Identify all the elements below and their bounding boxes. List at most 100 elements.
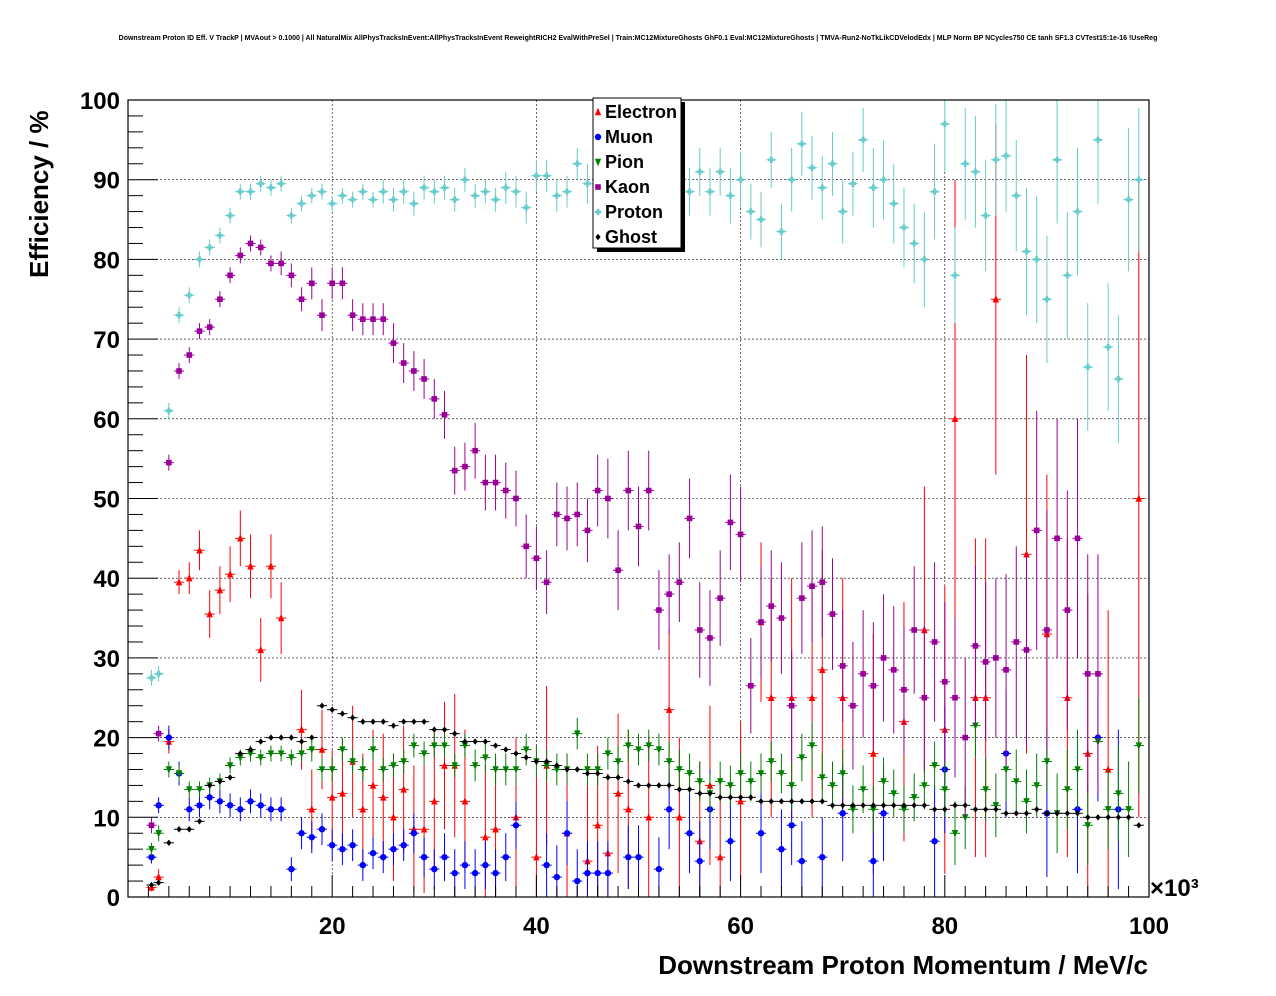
cross-v: [535, 172, 538, 179]
data-point: [676, 813, 683, 821]
data-point: [553, 873, 561, 881]
data-point: [186, 574, 193, 582]
data-point: [186, 292, 193, 299]
data-point: [420, 853, 428, 861]
data-point: [686, 786, 693, 793]
data-point: [829, 160, 836, 167]
cross-v: [1045, 296, 1049, 303]
data-point: [1013, 810, 1019, 817]
data-point: [655, 746, 663, 754]
data-point: [502, 766, 509, 774]
data-point: [1064, 810, 1070, 817]
data-point: [196, 256, 203, 263]
cross-v: [933, 188, 936, 195]
data-point: [890, 200, 897, 207]
cross-v: [545, 172, 548, 179]
cross-v: [157, 670, 160, 678]
data-point: [400, 841, 407, 849]
data-point: [911, 627, 917, 633]
data-point: [513, 495, 519, 502]
data-point: [441, 742, 448, 750]
data-point: [339, 192, 346, 199]
data-point: [278, 260, 284, 267]
cross-v: [208, 244, 211, 251]
data-point: [635, 782, 642, 789]
cross-v: [882, 176, 885, 183]
data-point: [492, 825, 499, 833]
data-point: [910, 794, 918, 802]
data-point: [155, 730, 162, 737]
data-point: [308, 280, 315, 287]
data-point: [267, 806, 275, 813]
data-point: [421, 718, 427, 725]
cross-v: [820, 184, 824, 191]
data-point: [461, 797, 469, 805]
data-point: [482, 861, 489, 869]
data-point: [1074, 535, 1081, 542]
data-point: [768, 798, 774, 805]
data-point: [257, 754, 264, 762]
data-point: [972, 168, 979, 175]
cross-v: [1035, 256, 1038, 263]
data-point: [339, 789, 346, 797]
data-point: [268, 260, 274, 267]
data-point: [635, 746, 642, 754]
data-point: [308, 834, 315, 841]
data-point: [1033, 256, 1040, 263]
data-point: [369, 781, 377, 789]
data-point: [584, 766, 591, 774]
data-point: [196, 802, 203, 809]
data-point: [840, 802, 846, 809]
data-point: [390, 845, 397, 853]
data-point: [931, 188, 938, 195]
data-point: [339, 845, 346, 853]
data-point: [972, 806, 979, 813]
data-point: [410, 742, 418, 750]
legend: Electron Muon Pion Kaon Proton Ghost: [592, 97, 685, 252]
data-point: [471, 192, 479, 199]
data-point: [277, 180, 285, 187]
data-point: [1135, 742, 1142, 750]
data-point: [237, 188, 244, 195]
data-point: [226, 802, 234, 809]
data-point: [451, 196, 458, 203]
cross-v: [810, 164, 814, 171]
data-point: [1064, 607, 1071, 613]
data-point: [604, 750, 612, 758]
data-point: [696, 627, 703, 633]
data-point: [237, 806, 244, 813]
data-point: [665, 705, 673, 713]
data-point: [206, 244, 213, 251]
data-point: [1074, 766, 1081, 774]
data-point: [431, 865, 438, 873]
data-point: [227, 774, 233, 781]
cross-v: [586, 180, 589, 187]
data-point: [359, 188, 367, 195]
cross-v: [228, 212, 232, 219]
data-point: [778, 615, 785, 621]
cross-v: [1014, 192, 1018, 199]
cross-v: [259, 180, 263, 187]
cross-v: [371, 196, 375, 203]
data-point: [757, 216, 765, 223]
data-point: [890, 790, 897, 798]
data-point: [696, 857, 703, 865]
y-axis-title: Efficiency / %: [24, 110, 54, 278]
data-point: [574, 877, 581, 885]
x-axis-multiplier: ×10³: [1150, 875, 1199, 902]
data-point: [452, 730, 458, 737]
data-point: [604, 869, 612, 877]
data-point: [584, 770, 591, 777]
data-point: [1043, 758, 1051, 766]
data-point: [696, 778, 703, 786]
data-point: [982, 212, 989, 219]
legend-label-muon: Muon: [605, 127, 653, 147]
data-point: [778, 228, 785, 235]
data-point: [819, 853, 826, 861]
data-point: [737, 176, 744, 183]
data-point: [360, 316, 366, 322]
data-point: [891, 802, 897, 809]
data-point: [451, 869, 458, 877]
data-point: [461, 176, 469, 183]
data-point: [298, 750, 305, 758]
